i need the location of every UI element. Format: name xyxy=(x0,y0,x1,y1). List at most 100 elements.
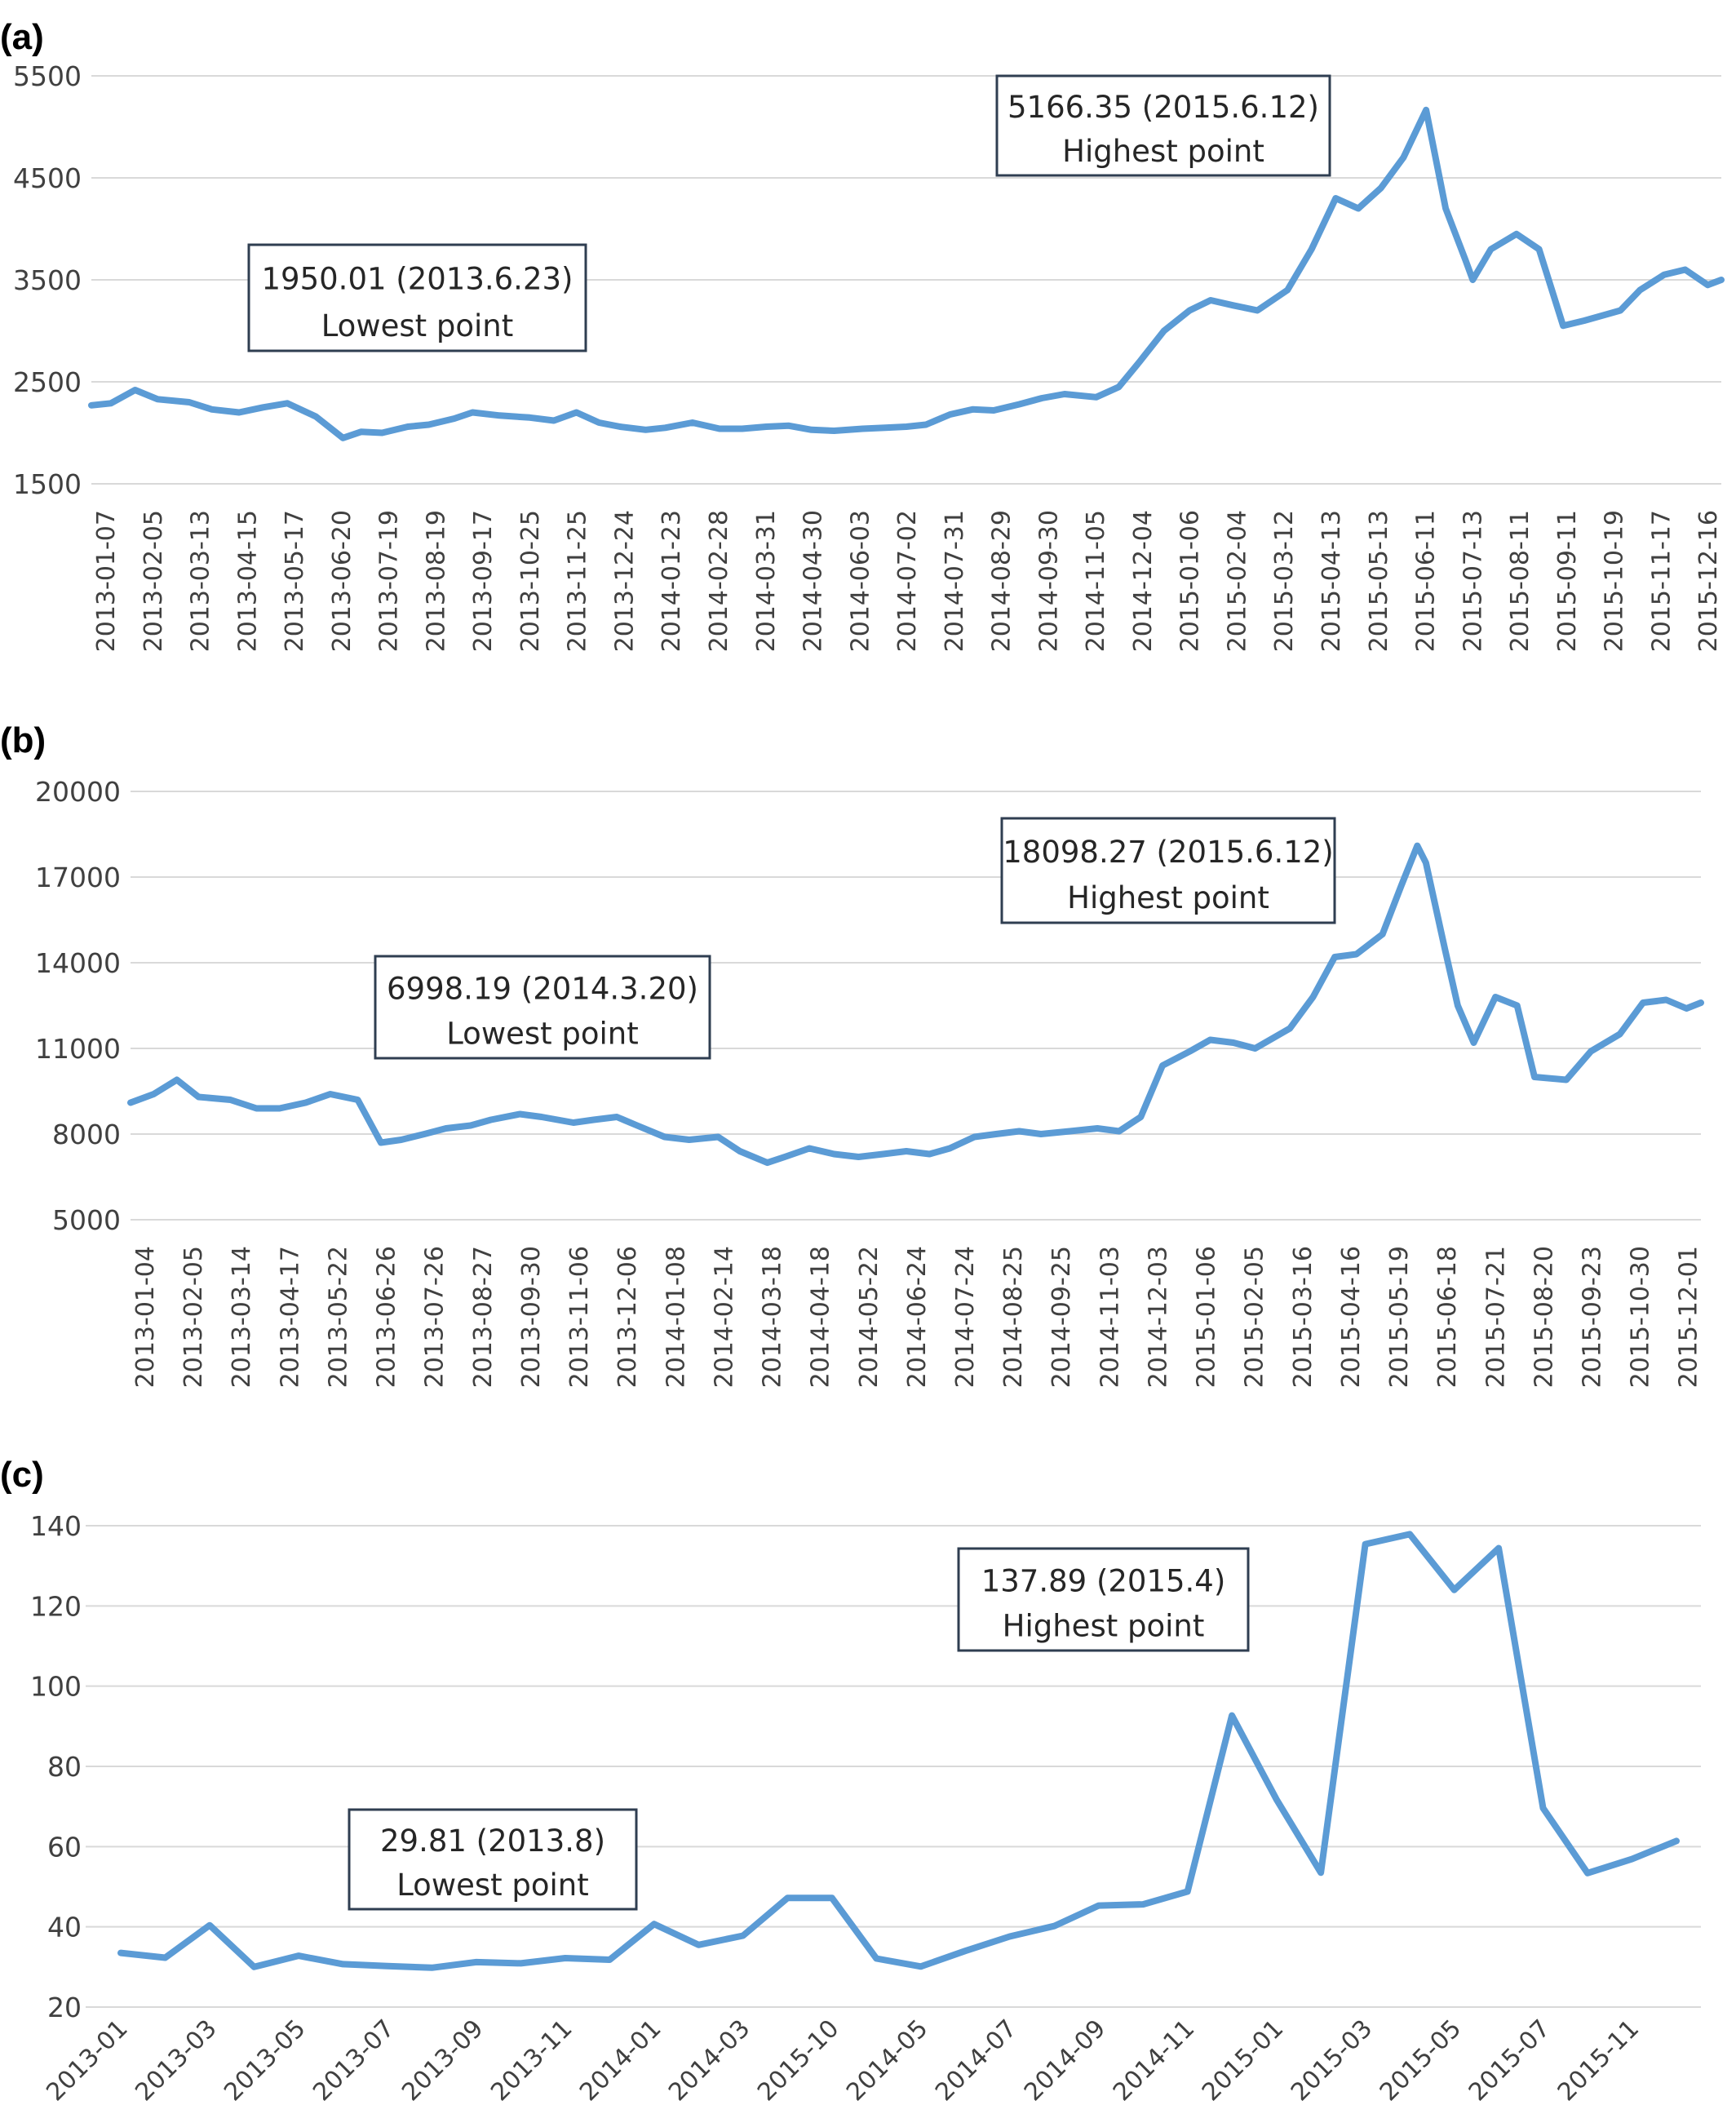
x-tick-label: 2015-03 xyxy=(1286,2014,1378,2107)
x-tick-label: 2015-12-01 xyxy=(1675,1246,1703,1388)
y-tick-label: 80 xyxy=(47,1751,82,1783)
x-tick-label: 2015-07 xyxy=(1464,2014,1556,2107)
y-tick-label: 60 xyxy=(47,1831,82,1863)
x-tick-label: 2014-11-05 xyxy=(1082,510,1110,652)
x-tick-label: 2013-09-30 xyxy=(517,1246,546,1388)
x-tick-label: 2014-06-03 xyxy=(846,510,875,652)
series-line xyxy=(127,842,1704,1167)
x-tick-label: 2013-04-17 xyxy=(276,1246,304,1388)
x-tick-label: 2014-01 xyxy=(574,2014,666,2107)
x-tick-label: 2015-11-17 xyxy=(1647,510,1676,652)
x-tick-label: 2013-06-20 xyxy=(328,510,356,652)
annotation-value: 18098.27 (2015.6.12) xyxy=(1003,835,1333,870)
annotation-label: Highest point xyxy=(1067,880,1269,915)
x-tick-label: 2014-07 xyxy=(930,2014,1022,2107)
chart-panel-2: (b) 5000 8000 11000 14000 17000 20000 2013-01-0… xyxy=(0,720,1704,1388)
x-tick-label: 2013-07 xyxy=(308,2014,400,2107)
y-tick-label: 8000 xyxy=(52,1119,121,1150)
x-tick-label: 2015-05-19 xyxy=(1385,1246,1414,1388)
annotation-label: Lowest point xyxy=(321,308,514,343)
x-tick-label: 2015-07-21 xyxy=(1481,1246,1510,1388)
x-tick-label: 2013-10-25 xyxy=(516,510,545,652)
x-tick-label: 2013-05-17 xyxy=(281,510,309,652)
x-tick-label: 2015-10-19 xyxy=(1601,510,1629,652)
x-tick-label: 2015-06-11 xyxy=(1412,510,1441,652)
annotation-value: 29.81 (2013.8) xyxy=(380,1823,605,1859)
x-tick-label: 2015-05 xyxy=(1375,2014,1467,2107)
x-tick-label: 2015-03-16 xyxy=(1289,1246,1318,1388)
x-tick-label: 2015-09-11 xyxy=(1553,510,1582,652)
x-tick-label: 2015-10 xyxy=(752,2014,844,2107)
x-tick-label: 2013-12-06 xyxy=(613,1246,642,1388)
x-tick-label: 2014-12-03 xyxy=(1144,1246,1172,1388)
x-tick-label: 2013-11-25 xyxy=(564,510,592,652)
x-tick-label: 2014-05 xyxy=(841,2014,933,2107)
y-tick-label: 40 xyxy=(47,1912,82,1943)
annotation-label: Highest point xyxy=(1062,134,1264,169)
annotation-value: 6998.19 (2014.3.20) xyxy=(387,972,698,1007)
y-tick-label: 5500 xyxy=(13,60,82,92)
x-tick-label: 2015-01 xyxy=(1197,2014,1289,2107)
x-tick-label: 2014-06-24 xyxy=(903,1246,932,1388)
x-tick-label: 2015-06-18 xyxy=(1433,1246,1462,1388)
x-tick-label: 2013-11-06 xyxy=(565,1246,594,1388)
x-tick-label: 2014-07-31 xyxy=(941,510,969,652)
annotation-box xyxy=(348,1808,638,1911)
x-tick-label: 2015-02-05 xyxy=(1241,1246,1269,1388)
x-tick-label: 2013-01-07 xyxy=(92,510,121,652)
y-tick-label: 20000 xyxy=(35,776,121,808)
x-tick-label: 2013-03-13 xyxy=(187,510,215,652)
annotation-label: Lowest point xyxy=(446,1017,639,1052)
x-tick-label: 2014-07-02 xyxy=(893,510,922,652)
x-tick-label: 2014-08-25 xyxy=(999,1246,1028,1388)
annotation-box xyxy=(995,74,1331,177)
x-tick-label: 2015-04-13 xyxy=(1318,510,1346,652)
x-tick-label: 2014-03 xyxy=(663,2014,755,2107)
x-tick-label: 2014-03-31 xyxy=(752,510,781,652)
y-tick-label: 17000 xyxy=(35,862,121,893)
x-tick-label: 2013-07-19 xyxy=(375,510,404,652)
x-tick-label: 2014-04-18 xyxy=(807,1246,835,1388)
x-tick-label: 2013-05 xyxy=(219,2014,311,2107)
x-tick-label: 2014-07-24 xyxy=(951,1246,980,1388)
x-tick-label: 2013-07-26 xyxy=(421,1246,450,1388)
highest-point-annotation: 137.89 (2015.4) Highest point xyxy=(957,1547,1250,1652)
x-tick-label: 2013-08-27 xyxy=(469,1246,498,1388)
annotation-value: 1950.01 (2013.6.23) xyxy=(262,262,574,297)
y-tick-label: 140 xyxy=(30,1510,82,1542)
annotation-label: Lowest point xyxy=(396,1868,589,1903)
x-tick-label: 2014-09 xyxy=(1019,2014,1111,2107)
y-tick-label: 1500 xyxy=(13,468,82,500)
annotation-box xyxy=(1000,817,1336,924)
x-tick-label: 2013-01-04 xyxy=(131,1246,160,1388)
y-tick-label: 3500 xyxy=(13,264,82,296)
x-tick-label: 2013-03-14 xyxy=(228,1246,256,1388)
y-tick-label: 14000 xyxy=(35,947,121,979)
x-tick-label: 2015-09-23 xyxy=(1579,1246,1607,1388)
x-tick-label: 2013-05-22 xyxy=(324,1246,352,1388)
highest-point-annotation: 18098.27 (2015.6.12) Highest point xyxy=(1000,817,1336,924)
y-tick-label: 2500 xyxy=(13,366,82,398)
annotation-box xyxy=(247,243,587,352)
x-tick-label: 2014-04-30 xyxy=(799,510,828,652)
chart-panel-3: (c)204060801001201402013-012013-032013-0… xyxy=(0,1455,1701,2107)
x-tick-label: 2013-02-05 xyxy=(140,510,168,652)
highest-point-annotation: 5166.35 (2015.6.12) Highest point xyxy=(995,74,1331,177)
x-tick-label: 2015-04-16 xyxy=(1337,1246,1366,1388)
x-tick-label: 2014-02-28 xyxy=(705,510,733,652)
chart-panel-1: (a) 1500 2500 3500 4500 5500 2013-01-07 2013-02… xyxy=(0,17,1725,652)
series-line xyxy=(88,106,1725,441)
x-tick-label: 2013-08-19 xyxy=(422,510,450,652)
x-tick-label: 2013-03 xyxy=(130,2014,222,2107)
x-tick-label: 2015-03-12 xyxy=(1270,510,1299,652)
x-tick-label: 2014-01-08 xyxy=(662,1246,690,1388)
y-tick-label: 11000 xyxy=(35,1033,121,1065)
annotation-label: Highest point xyxy=(1003,1609,1205,1644)
annotation-box xyxy=(374,955,711,1060)
panel-label: (c) xyxy=(0,1455,44,1495)
lowest-point-annotation: 6998.19 (2014.3.20) Lowest point xyxy=(374,955,711,1060)
lowest-point-annotation: 1950.01 (2013.6.23) Lowest point xyxy=(247,243,587,352)
x-tick-label: 2013-09 xyxy=(396,2014,489,2107)
x-tick-label: 2015-02-04 xyxy=(1223,510,1251,652)
